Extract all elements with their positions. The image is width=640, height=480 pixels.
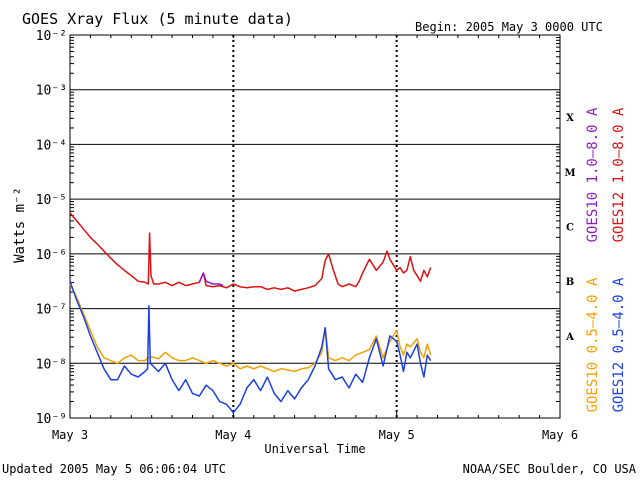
x-tick-label: May 3 — [52, 428, 88, 442]
flare-class-label: X — [566, 113, 574, 124]
y-tick-label: 10⁻⁸ — [36, 357, 67, 372]
x-axis-tick-labels: May 3 May 4 May 5 May 6 — [52, 428, 578, 442]
y-tick-label: 10⁻⁷ — [36, 303, 67, 318]
y-tick-label: 10⁻⁹ — [36, 412, 67, 427]
flare-class-label: M — [564, 168, 575, 179]
y-tick-label: 10⁻³ — [36, 84, 67, 99]
series-line — [69, 283, 432, 373]
x-tick-label: May 6 — [542, 428, 578, 442]
x-axis-label: Universal Time — [264, 442, 365, 456]
legend-entry: GOES12 0.5–4.0 A — [611, 277, 627, 412]
updated-timestamp: Updated 2005 May 5 06:06:04 UTC — [2, 462, 226, 476]
chart-title: GOES Xray Flux (5 minute data) — [22, 10, 293, 28]
y-axis-label: Watts m⁻² — [12, 187, 28, 263]
x-tick-label: May 4 — [215, 428, 251, 442]
series-line — [69, 280, 432, 414]
y-axis-tick-labels: 10⁻² 10⁻³ 10⁻⁴ 10⁻⁵ 10⁻⁶ 10⁻⁷ 10⁻⁸ 10⁻⁹ — [36, 29, 67, 427]
flare-class-label: B — [566, 277, 574, 288]
credit-text: NOAA/SEC Boulder, CO USA — [463, 462, 637, 476]
series-line — [69, 212, 432, 292]
legend-entry: GOES10 0.5–4.0 A — [585, 277, 601, 412]
y-tick-label: 10⁻⁴ — [36, 138, 67, 153]
legend-right: GOES10 1.0–8.0 A GOES12 1.0–8.0 A GOES10 0… — [585, 107, 627, 412]
legend-entry: GOES12 1.0–8.0 A — [611, 107, 627, 242]
legend-entry: GOES10 1.0–8.0 A — [585, 107, 601, 242]
flare-class-labels: X M C B A — [564, 113, 575, 343]
begin-time: Begin: 2005 May 3 0000 UTC — [415, 20, 603, 34]
flare-class-label: A — [565, 332, 574, 343]
flare-class-label: C — [566, 223, 574, 234]
series-lines — [69, 212, 432, 414]
x-tick-label: May 5 — [379, 428, 415, 442]
y-tick-label: 10⁻⁵ — [36, 193, 67, 208]
gridlines — [69, 35, 561, 418]
y-tick-label: 10⁻² — [36, 29, 67, 44]
y-tick-label: 10⁻⁶ — [36, 248, 67, 263]
series-line — [198, 272, 224, 287]
